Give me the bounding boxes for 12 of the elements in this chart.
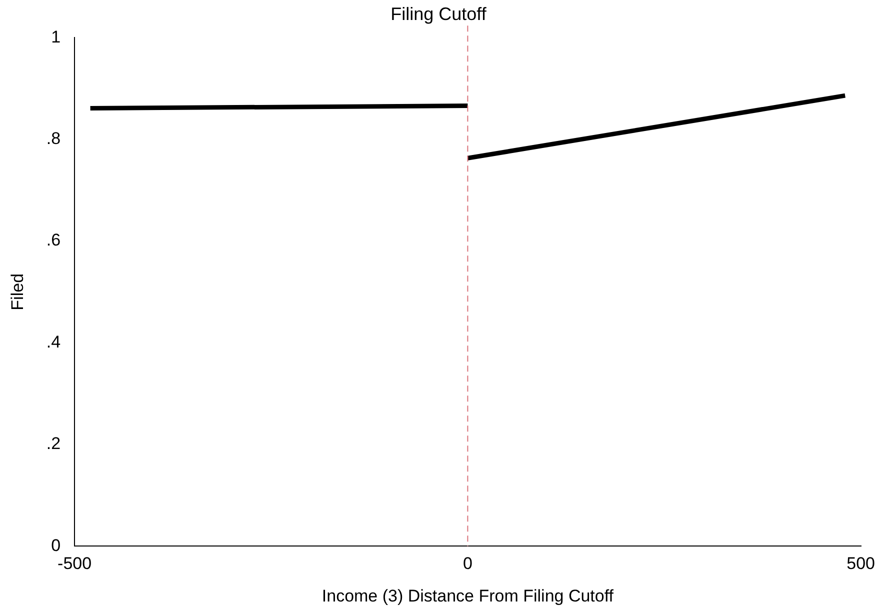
y-tick-label: .4 [46,332,61,352]
y-tick-label: 0 [51,536,61,555]
x-tick-label: 0 [462,554,472,574]
x-tick-label: 500 [846,554,876,574]
chart-title: Filing Cutoff [390,4,488,24]
y-tick-label: 1 [51,27,61,46]
y-tick-label: .2 [46,434,61,454]
x-tick-label: -500 [58,554,92,574]
x-axis-title: Income (3) Distance From Filing Cutoff [322,586,614,606]
y-tick-label: .8 [46,129,61,148]
y-tick-label: .6 [46,230,61,250]
y-axis-title: Filed [8,273,27,310]
